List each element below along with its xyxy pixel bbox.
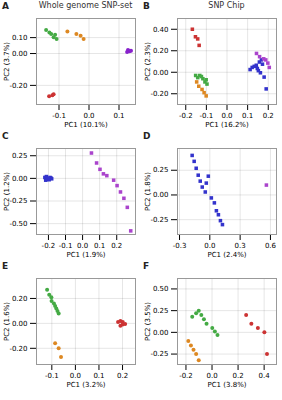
svg-text:-0.20: -0.20: [9, 82, 27, 90]
svg-text:0.25: 0.25: [153, 166, 169, 174]
svg-text:0.6: 0.6: [265, 242, 277, 250]
svg-text:-0.1: -0.1: [45, 372, 59, 380]
svg-text:-0.25: -0.25: [150, 350, 168, 358]
svg-text:0.2: 0.2: [111, 242, 122, 250]
svg-text:0.3: 0.3: [235, 242, 246, 250]
svg-text:-0.2: -0.2: [42, 242, 56, 250]
svg-text:0.1: 0.1: [113, 112, 124, 120]
html-text:D: D: [143, 131, 151, 141]
svg-text:-0.50: -0.50: [9, 220, 27, 228]
svg-text:PC2 (1.8%): PC2 (1.8%): [144, 172, 152, 211]
svg-text:PC1 (2.4%): PC1 (2.4%): [207, 251, 246, 259]
svg-text:-0.1: -0.1: [59, 242, 73, 250]
svg-text:-0.20: -0.20: [150, 90, 168, 98]
svg-text:PC2 (1.2%): PC2 (1.2%): [3, 172, 11, 211]
svg-text:-0.2: -0.2: [179, 372, 193, 380]
svg-text:0.20: 0.20: [153, 47, 169, 55]
svg-text:-0.3: -0.3: [173, 242, 187, 250]
svg-text:PC1 (16.2%): PC1 (16.2%): [205, 121, 249, 129]
svg-text:0.00: 0.00: [12, 50, 28, 58]
html-text:SNP Chip: SNP Chip: [208, 1, 245, 10]
svg-text:0.00: 0.00: [153, 191, 169, 199]
html-text:E: E: [2, 261, 9, 271]
svg-text:PC1 (1.9%): PC1 (1.9%): [66, 251, 105, 259]
svg-text:0.50: 0.50: [153, 285, 169, 293]
svg-text:0.40: 0.40: [153, 25, 169, 33]
svg-text:0.0: 0.0: [70, 372, 81, 380]
svg-text:PC1 (10.1%): PC1 (10.1%): [64, 121, 108, 129]
svg-text:0.10: 0.10: [12, 34, 28, 42]
svg-text:PC1 (3.2%): PC1 (3.2%): [66, 381, 105, 389]
html-text:B: B: [143, 1, 150, 11]
svg-text:PC2 (3.5%): PC2 (3.5%): [144, 302, 152, 341]
svg-text:0.2: 0.2: [117, 372, 128, 380]
svg-text:PC1 (3.8%): PC1 (3.8%): [207, 381, 246, 389]
svg-text:0.00: 0.00: [12, 175, 28, 183]
svg-text:0.00: 0.00: [12, 320, 28, 328]
svg-text:0.25: 0.25: [12, 152, 28, 160]
html-text:A: A: [2, 1, 9, 11]
svg-text:0.1: 0.1: [93, 372, 104, 380]
html-text:C: C: [2, 131, 9, 141]
svg-text:0.2: 0.2: [233, 372, 244, 380]
svg-text:-0.25: -0.25: [9, 197, 27, 205]
svg-text:-0.2: -0.2: [179, 112, 193, 120]
svg-text:0.00: 0.00: [153, 68, 169, 76]
svg-text:0.0: 0.0: [206, 372, 217, 380]
svg-text:PC2 (2.3%): PC2 (2.3%): [144, 42, 152, 81]
svg-text:-0.20: -0.20: [9, 345, 27, 353]
html-text:F: F: [143, 261, 150, 271]
svg-text:0.0: 0.0: [221, 112, 232, 120]
html-text:Whole genome SNP-set: Whole genome SNP-set: [38, 1, 133, 10]
svg-text:0.00: 0.00: [153, 329, 169, 337]
svg-text:0.25: 0.25: [153, 307, 169, 315]
svg-text:0.0: 0.0: [83, 112, 94, 120]
svg-text:0.4: 0.4: [259, 372, 271, 380]
svg-text:PC2 (1.6%): PC2 (1.6%): [3, 302, 11, 341]
svg-text:0.0: 0.0: [77, 242, 88, 250]
svg-text:0.0: 0.0: [204, 242, 215, 250]
svg-text:0.20: 0.20: [12, 295, 28, 303]
svg-text:0.2: 0.2: [263, 112, 274, 120]
svg-text:-0.1: -0.1: [200, 112, 214, 120]
svg-text:0.1: 0.1: [94, 242, 105, 250]
svg-text:-0.1: -0.1: [52, 112, 66, 120]
svg-text:-0.25: -0.25: [150, 216, 168, 224]
svg-text:0.1: 0.1: [242, 112, 253, 120]
svg-text:PC2 (3.7%): PC2 (3.7%): [3, 42, 11, 81]
